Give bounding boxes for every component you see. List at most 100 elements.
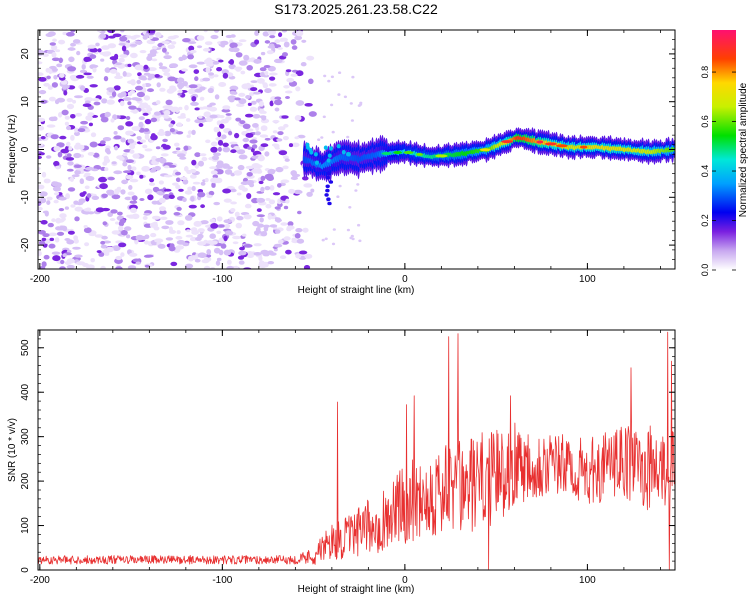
spectrogram-noise-blob — [175, 147, 181, 151]
spectrogram-noise-blob — [230, 34, 236, 38]
spectrogram-noise-blob — [88, 122, 93, 127]
spectrogram-noise-blob — [297, 210, 302, 215]
spectrogram-noise-blob — [224, 169, 233, 175]
spectrogram-noise-blob — [50, 45, 58, 51]
spectrogram-noise-blob — [152, 221, 158, 225]
spectrogram-noise-blob — [125, 116, 131, 120]
spectrogram-noise-blob — [131, 97, 140, 101]
spectrogram-noise-blob — [72, 99, 77, 104]
spectrogram-noise-blob — [147, 194, 154, 201]
spectrogram-noise-blob — [221, 108, 231, 113]
spectrogram-noise-blob — [267, 250, 274, 255]
spectrogram-y-tick-label: 20 — [20, 48, 31, 60]
spectrogram-noise-blob — [147, 67, 157, 72]
spectrogram-noise-blob — [144, 133, 150, 140]
spectrogram-noise-blob — [146, 107, 153, 112]
spectrogram-noise-blob — [275, 166, 284, 173]
spectrogram-noise-blob — [113, 85, 121, 91]
spectrogram-noise-blob — [67, 230, 75, 235]
spectrogram-noise-blob — [249, 139, 258, 144]
spectrogram-noise-blob — [40, 220, 48, 225]
spectrogram-noise-blob — [126, 234, 131, 239]
spectrogram-noise-blob — [136, 91, 145, 98]
spectrogram-noise-blob — [134, 64, 144, 71]
spectrogram-noise-blob — [89, 54, 97, 59]
spectrogram-noise-blob — [73, 152, 82, 159]
spectrogram-noise-blob — [290, 170, 298, 176]
spectrogram-noise-blob — [66, 264, 75, 269]
spectrogram-noise-blob — [101, 45, 110, 50]
spectrogram-noise-blob — [122, 97, 132, 101]
spectrogram-noise-blob — [176, 206, 182, 211]
spectrogram-noise-blob — [53, 199, 59, 204]
spectrogram-noise-blob — [205, 139, 211, 144]
spectrogram-noise-blob — [111, 230, 121, 235]
spectrogram-noise-blob — [118, 156, 125, 161]
spectrogram-noise-blob — [238, 92, 246, 97]
spectrogram-noise-blob — [162, 138, 168, 143]
spectrogram-noise-blob — [280, 179, 290, 184]
spectrogram-noise-blob — [129, 144, 136, 150]
spectrogram-noise-blob — [357, 223, 361, 227]
spectrogram-noise-blob — [79, 192, 86, 198]
spectrogram-noise-blob — [201, 156, 208, 162]
spectrogram-noise-blob — [85, 176, 95, 181]
snr-x-label: Height of straight line (km) — [298, 584, 415, 595]
spectrogram-noise-blob — [74, 216, 80, 222]
spectrogram-noise-blob — [158, 180, 164, 185]
spectrogram-noise-blob — [69, 74, 78, 80]
spectrogram-noise-blob — [246, 65, 253, 71]
spectrogram-noise-blob — [139, 139, 147, 143]
spectrogram-noise-blob — [274, 146, 280, 150]
spectrogram-noise-blob — [55, 217, 62, 224]
spectrogram-noise-blob — [56, 97, 66, 103]
colorbar-label: Normalized spectral amplitude — [738, 82, 749, 217]
spectrogram-noise-blob — [294, 35, 303, 41]
spectrogram-noise-blob — [330, 103, 334, 107]
spectrogram-noise-blob — [163, 174, 173, 178]
spectrogram-noise-blob — [95, 207, 105, 213]
spectrogram-noise-blob — [260, 231, 268, 237]
spectrogram-noise-blob — [283, 205, 289, 210]
spectrogram-noise-blob — [205, 67, 211, 73]
spectrogram-noise-blob — [248, 92, 255, 96]
spectrogram-noise-blob — [237, 164, 245, 171]
spectrogram-noise-blob — [296, 238, 305, 244]
spectrogram-noise-blob — [269, 100, 274, 107]
spectrogram-noise-blob — [224, 223, 231, 229]
spectrogram-noise-blob — [294, 136, 300, 140]
spectrogram-noise-blob — [164, 51, 170, 55]
spectrogram-noise-blob — [217, 224, 226, 228]
spectrogram-noise-blob — [103, 76, 109, 82]
spectrogram-hotspot — [336, 144, 341, 149]
spectrogram-noise-blob — [49, 42, 56, 46]
spectrogram-noise-blob — [273, 243, 283, 248]
spectrogram-noise-blob — [136, 79, 141, 85]
snr-y-tick-label: 100 — [20, 517, 31, 534]
spectrogram-noise-blob — [43, 178, 51, 184]
spectrogram-noise-blob — [274, 39, 281, 44]
spectrogram-noise-blob — [236, 192, 242, 196]
spectrogram-noise-blob — [97, 30, 102, 33]
spectrogram-ridge-cell — [325, 175, 331, 180]
spectrogram-noise-blob — [118, 242, 127, 248]
spectrogram-noise-blob — [264, 71, 269, 76]
spectrogram-noise-blob — [284, 90, 293, 94]
spectrogram-noise-blob — [73, 235, 78, 241]
spectrogram-noise-blob — [150, 117, 158, 123]
spectrogram-noise-blob — [208, 190, 215, 196]
spectrogram-noise-blob — [241, 233, 247, 237]
spectrogram-noise-blob — [210, 223, 219, 229]
spectrogram-noise-blob — [267, 261, 275, 265]
spectrogram-noise-blob — [74, 169, 81, 175]
spectrogram-noise-blob — [272, 130, 278, 134]
spectrogram-noise-blob — [215, 169, 224, 175]
spectrogram-hotspot — [555, 144, 568, 148]
spectrogram-x-tick-label: 100 — [579, 274, 596, 285]
snr-y-tick-label: 400 — [20, 383, 31, 400]
spectrogram-noise-blob — [189, 49, 197, 54]
spectrogram-noise-blob — [242, 123, 251, 129]
spectrogram-noise-blob — [151, 58, 158, 62]
spectrogram-noise-blob — [263, 65, 271, 68]
spectrogram-noise-blob — [282, 52, 288, 57]
